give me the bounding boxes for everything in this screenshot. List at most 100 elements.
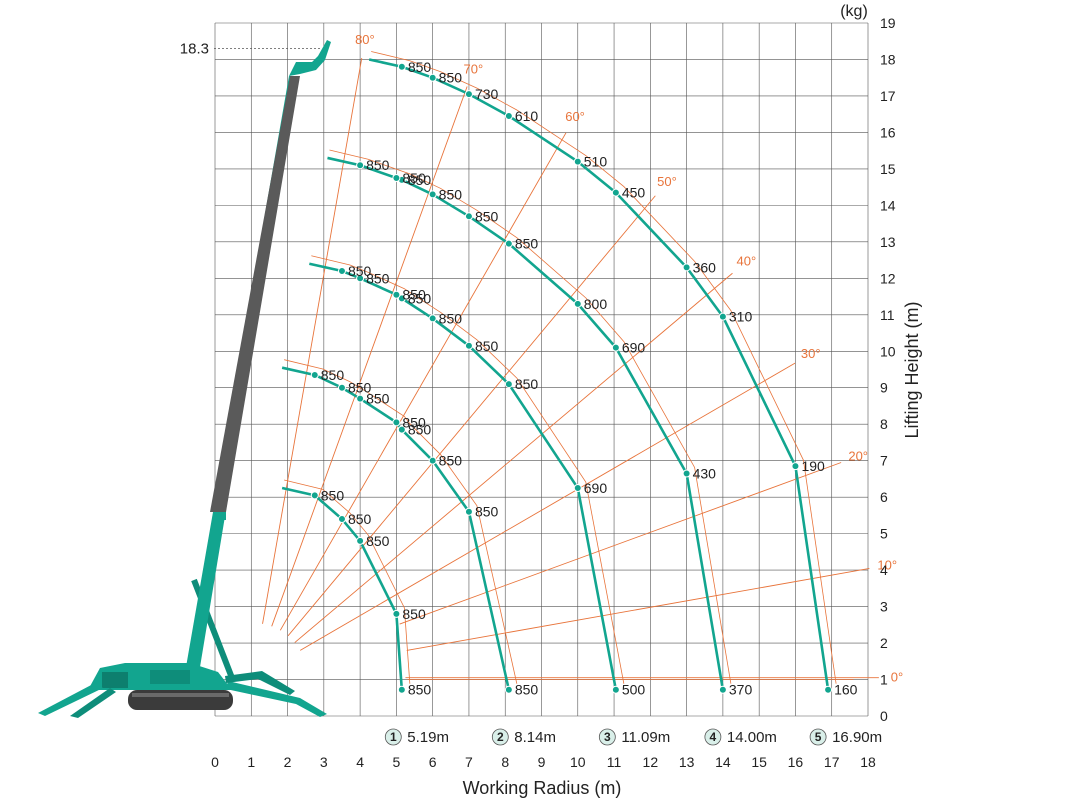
boom-curve (309, 262, 618, 690)
boom-number-badge (704, 728, 722, 746)
outrigger-front-right (70, 688, 116, 718)
capacity-label: 690 (622, 340, 646, 356)
capacity-point (397, 294, 406, 303)
y-tick-label: 13 (880, 234, 896, 250)
capacity-label: 850 (366, 157, 390, 173)
capacity-label: 500 (622, 682, 646, 698)
y-tick-label: 12 (880, 270, 896, 286)
boom-angle-label: 30° (801, 346, 821, 361)
boom-number: 3 (604, 730, 611, 744)
capacity-label: 850 (402, 170, 426, 186)
capacity-label: 510 (584, 154, 608, 170)
capacity-label: 850 (475, 338, 499, 354)
boom-length-label: 5.19m (407, 729, 449, 746)
max-height-label: 18.3 (180, 41, 209, 58)
capacity-point (464, 341, 473, 350)
y-tick-label: 4 (880, 562, 888, 578)
y-tick-label: 2 (880, 635, 888, 651)
boom-number: 5 (815, 730, 822, 744)
x-tick-label: 5 (392, 754, 400, 770)
y-tick-label: 3 (880, 599, 888, 615)
capacity-label: 850 (321, 367, 345, 383)
boom-angle-label: 50° (657, 174, 677, 189)
capacity-label: 690 (584, 480, 608, 496)
capacity-point (464, 212, 473, 221)
capacity-label: 850 (408, 422, 432, 438)
capacity-label: 850 (408, 59, 432, 75)
capacity-label: 190 (801, 458, 825, 474)
crane-illustration (38, 40, 331, 718)
outrigger-rear-left (225, 671, 295, 695)
capacity-point (504, 239, 513, 248)
capacity-point (718, 312, 727, 321)
capacity-point (428, 190, 437, 199)
capacity-label: 850 (348, 380, 372, 396)
capacity-label: 850 (348, 511, 372, 527)
x-tick-label: 3 (320, 754, 328, 770)
capacity-label: 850 (475, 208, 499, 224)
x-tick-label: 13 (679, 754, 695, 770)
boom-envelope-arc (371, 51, 837, 684)
capacity-point (611, 343, 620, 352)
capacity-point (397, 425, 406, 434)
boom-number-badge (809, 728, 827, 746)
boom-angle-line (399, 462, 842, 625)
y-tick-label: 19 (880, 15, 896, 31)
boom-angle-lines: 0° 10° 20° 30° 40° 50° 60° 70° 80° (262, 32, 903, 685)
capacity-point (337, 383, 346, 392)
capacity-point (397, 685, 406, 694)
capacity-point (392, 609, 401, 618)
capacity-label: 850 (366, 270, 390, 286)
y-tick-label: 14 (880, 197, 896, 213)
y-axis-label: Lifting Height (m) (902, 301, 922, 438)
y-tick-label: 10 (880, 343, 896, 359)
boom-angle-line (287, 195, 656, 637)
capacity-point (682, 263, 691, 272)
capacity-label: 850 (408, 172, 432, 188)
boom-telescopic-section (210, 76, 300, 512)
boom-angle-label: 10° (877, 557, 897, 572)
boom-envelope-arc (284, 479, 411, 684)
outrigger-front-left (38, 683, 103, 716)
capacity-label: 370 (729, 682, 753, 698)
boom-length-label: 16.90m (832, 729, 882, 746)
boom-number-badge (491, 728, 509, 746)
boom-length-label: 14.00m (727, 729, 777, 746)
capacity-label: 850 (402, 606, 426, 622)
capacity-point (573, 484, 582, 493)
boom-angle-label: 40° (737, 254, 757, 269)
capacity-point (573, 299, 582, 308)
capacity-point (428, 314, 437, 323)
capacity-point (310, 370, 319, 379)
capacity-label: 800 (584, 296, 608, 312)
capacity-point (611, 685, 620, 694)
capacity-point (504, 380, 513, 389)
capacity-point (718, 685, 727, 694)
capacity-label: 850 (408, 290, 432, 306)
capacity-label: 850 (439, 453, 463, 469)
boom-number-badge (384, 728, 402, 746)
boom-marker (220, 512, 226, 520)
boom-angle-label: 80° (355, 32, 375, 47)
x-tick-label: 1 (247, 754, 255, 770)
capacity-label: 850 (408, 682, 432, 698)
capacity-point (392, 418, 401, 427)
x-tick-label: 11 (607, 754, 622, 770)
crawler-track-detail (132, 693, 229, 697)
capacity-label: 850 (515, 682, 539, 698)
boom-envelope-arc (311, 255, 625, 684)
boom-angle-line (294, 272, 733, 643)
boom-angle-label: 60° (565, 109, 585, 124)
capacity-label: 850 (475, 504, 499, 520)
capacity-label: 850 (348, 263, 372, 279)
capacity-label: 310 (729, 309, 753, 325)
boom-angle-line (262, 58, 363, 624)
capacity-label: 160 (834, 682, 858, 698)
x-tick-label: 18 (860, 754, 876, 770)
capacity-label: 850 (439, 310, 463, 326)
boom-angle-label: 0° (891, 670, 903, 685)
x-axis-label: Working Radius (m) (463, 778, 622, 798)
y-tick-label: 16 (880, 124, 896, 140)
capacity-label: 850 (321, 487, 345, 503)
